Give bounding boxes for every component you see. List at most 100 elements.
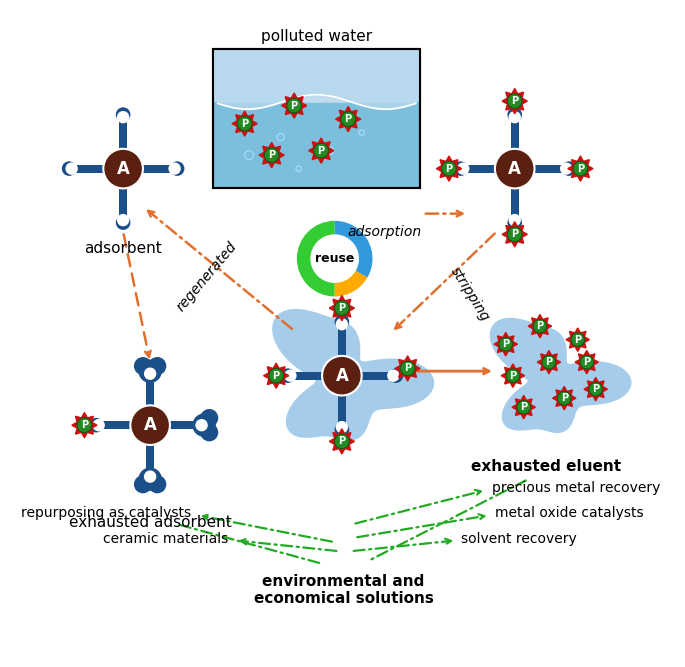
Text: metal oxide catalysts: metal oxide catalysts [495,506,643,520]
Circle shape [336,318,348,330]
Polygon shape [329,295,354,321]
Polygon shape [502,221,527,247]
Circle shape [322,356,362,396]
Bar [146,445,154,479]
Text: P: P [545,357,553,367]
Text: P: P [318,145,325,155]
Polygon shape [232,111,258,136]
Circle shape [281,368,295,383]
Text: precious metal recovery: precious metal recovery [493,481,660,495]
Text: repurposing as catalysts: repurposing as catalysts [21,506,190,520]
Wedge shape [335,221,373,277]
Text: P: P [445,163,453,173]
Circle shape [192,414,216,437]
Circle shape [571,333,584,346]
Text: P: P [511,229,519,239]
Circle shape [341,112,356,127]
Text: environmental and
economical solutions: environmental and economical solutions [253,574,434,606]
Bar [213,49,420,188]
Text: P: P [583,357,590,367]
Polygon shape [436,156,462,181]
Circle shape [517,400,530,414]
Polygon shape [566,328,589,352]
Wedge shape [335,271,367,296]
Text: ceramic materials: ceramic materials [103,532,228,546]
Text: P: P [592,384,599,394]
Circle shape [169,163,181,175]
Text: P: P [510,371,516,381]
Circle shape [103,149,143,188]
Circle shape [387,370,399,382]
Text: P: P [536,321,543,331]
Circle shape [508,107,522,122]
Circle shape [533,319,547,333]
Circle shape [143,364,158,378]
Circle shape [144,470,156,483]
Bar [338,396,346,430]
Text: reuse: reuse [315,252,354,265]
Bar [213,49,420,102]
Bar [96,421,130,430]
Circle shape [200,409,219,427]
Circle shape [195,419,208,432]
Bar [338,321,346,356]
Text: P: P [268,150,275,160]
Polygon shape [308,138,334,163]
Circle shape [580,356,593,369]
Bar [170,421,204,430]
Circle shape [200,424,219,442]
Circle shape [149,476,166,494]
Polygon shape [282,93,307,118]
Circle shape [138,468,162,491]
Text: regenerated: regenerated [174,239,240,314]
Circle shape [130,406,170,445]
Circle shape [134,357,152,375]
Text: P: P [81,420,88,430]
Text: polluted water: polluted water [261,29,372,45]
Text: exhausted eluent: exhausted eluent [471,460,621,474]
Circle shape [334,434,349,449]
Polygon shape [264,363,289,388]
Circle shape [197,418,212,432]
Polygon shape [336,107,361,131]
Circle shape [336,421,348,434]
Bar [288,372,322,380]
Text: stripping: stripping [447,265,492,324]
Polygon shape [72,413,97,438]
Circle shape [508,111,521,123]
Text: P: P [560,393,568,403]
Polygon shape [584,378,608,401]
Circle shape [143,472,158,486]
Polygon shape [568,156,593,181]
Bar [510,115,519,149]
Text: P: P [290,101,298,111]
Circle shape [264,148,279,163]
Bar [510,188,519,223]
Text: P: P [338,436,345,446]
Circle shape [170,161,184,176]
Text: exhausted adsorbent: exhausted adsorbent [68,515,232,530]
Text: P: P [345,114,351,124]
Polygon shape [259,143,284,167]
Circle shape [573,161,588,176]
Circle shape [117,111,129,123]
Polygon shape [272,309,434,441]
Text: P: P [273,371,279,381]
Circle shape [269,368,284,383]
Circle shape [442,161,456,176]
Bar [69,165,103,173]
Circle shape [237,116,252,131]
Text: solvent recovery: solvent recovery [461,532,577,546]
Circle shape [149,357,166,375]
Circle shape [77,418,92,432]
Polygon shape [553,386,576,410]
Circle shape [453,161,468,176]
Circle shape [334,301,349,315]
Circle shape [542,356,556,369]
Circle shape [506,369,520,382]
Bar [146,371,154,406]
Text: P: P [338,303,345,313]
Circle shape [388,368,403,383]
Circle shape [495,149,534,188]
Circle shape [134,476,152,494]
